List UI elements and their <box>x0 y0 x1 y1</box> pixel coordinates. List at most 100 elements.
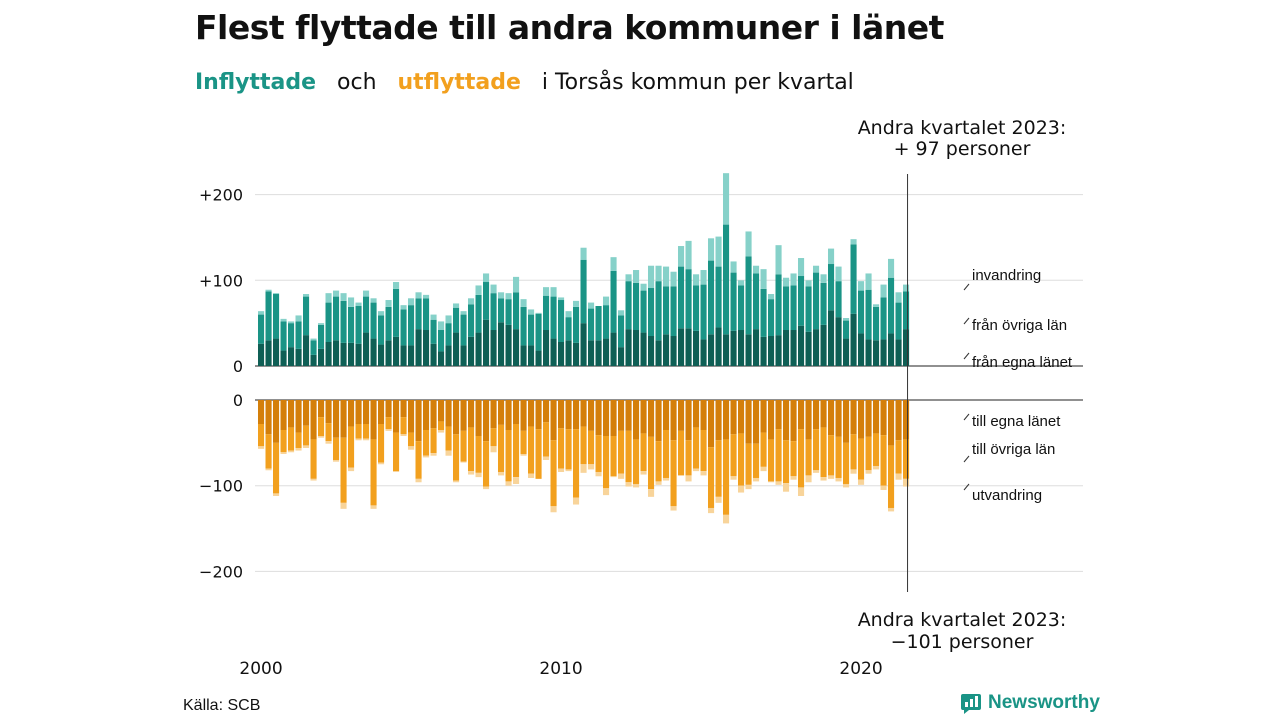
newsworthy-brand: Newsworthy <box>988 692 1100 713</box>
bar-out-2 <box>715 496 722 503</box>
bar-in-0 <box>550 338 557 366</box>
bar-in-1 <box>445 323 452 346</box>
bar-out-2 <box>610 476 617 478</box>
bar-out-0 <box>693 400 700 428</box>
bar-in-0 <box>873 340 880 366</box>
bar-out-0 <box>498 400 505 425</box>
bar-in-1 <box>610 270 617 333</box>
bar-in-0 <box>415 329 422 366</box>
bar-out-2 <box>640 471 647 475</box>
bar-in-2 <box>648 265 655 289</box>
series-leader-out <box>963 413 970 421</box>
bar-in-2 <box>430 314 437 320</box>
bar-out-2 <box>730 476 737 480</box>
bar-in-1 <box>790 285 797 331</box>
bar-out-2 <box>363 438 370 441</box>
bar-out-2 <box>550 506 557 513</box>
bar-out-0 <box>565 400 572 430</box>
bar-out-1 <box>595 435 602 472</box>
bar-out-1 <box>655 441 662 482</box>
bar-in-2 <box>505 293 512 300</box>
bar-in-2 <box>685 240 692 270</box>
bar-in-2 <box>445 315 452 324</box>
bar-in-1 <box>573 306 580 343</box>
bar-out-2 <box>348 467 355 472</box>
bar-in-1 <box>363 296 370 333</box>
bar-out-0 <box>430 400 437 429</box>
bar-out-2 <box>453 480 460 483</box>
bar-in-0 <box>370 338 377 366</box>
bar-in-0 <box>828 310 835 366</box>
bar-out-0 <box>265 400 272 435</box>
bar-in-1 <box>648 288 655 337</box>
bar-out-2 <box>798 487 805 496</box>
bar-in-1 <box>595 306 602 341</box>
bar-out-0 <box>880 400 887 436</box>
bar-in-2 <box>468 298 475 305</box>
newsworthy-logo: Newsworthy <box>960 692 1100 714</box>
bar-out-1 <box>783 440 790 484</box>
bar-out-1 <box>498 424 505 472</box>
bar-in-1 <box>355 306 362 344</box>
bar-out-0 <box>483 400 490 442</box>
bar-out-1 <box>408 432 415 447</box>
bar-in-0 <box>528 345 535 366</box>
bar-in-0 <box>753 329 760 366</box>
bar-out-2 <box>760 466 767 472</box>
bar-out-1 <box>423 429 430 456</box>
bar-in-2 <box>753 265 760 274</box>
bar-in-2 <box>438 321 445 331</box>
bar-out-0 <box>393 400 400 433</box>
bar-in-0 <box>820 324 827 366</box>
bar-in-0 <box>310 354 317 366</box>
bar-in-0 <box>445 345 452 366</box>
series-label-out-1: till övriga län <box>972 441 1055 458</box>
bar-in-2 <box>828 248 835 265</box>
bar-in-1 <box>340 300 347 343</box>
bar-in-1 <box>880 297 887 340</box>
bar-in-0 <box>265 340 272 366</box>
bar-in-0 <box>895 339 902 366</box>
bar-out-0 <box>280 400 287 430</box>
bar-out-1 <box>745 443 752 485</box>
bar-in-0 <box>835 317 842 366</box>
bar-in-2 <box>663 266 670 287</box>
bar-in-1 <box>370 302 377 339</box>
bar-out-1 <box>610 435 617 477</box>
bar-out-0 <box>580 400 587 427</box>
bar-out-0 <box>835 400 842 437</box>
bar-in-0 <box>715 327 722 366</box>
bar-in-1 <box>333 296 340 341</box>
bar-in-2 <box>453 303 460 308</box>
bar-in-2 <box>640 283 647 291</box>
bar-out-2 <box>888 507 895 512</box>
series-leader-in <box>963 283 970 291</box>
bar-out-1 <box>280 429 287 453</box>
bar-in-0 <box>558 342 565 366</box>
bar-in-0 <box>580 323 587 366</box>
bar-out-1 <box>858 438 865 480</box>
bar-out-2 <box>483 486 490 490</box>
bar-out-1 <box>513 423 520 478</box>
source-label: Källa: SCB <box>183 697 261 714</box>
bar-in-2 <box>843 318 850 321</box>
bar-in-2 <box>760 269 767 289</box>
bar-out-2 <box>805 475 812 483</box>
bar-in-0 <box>295 348 302 366</box>
bar-out-1 <box>775 429 782 482</box>
bar-out-0 <box>858 400 865 439</box>
bar-out-0 <box>648 400 655 437</box>
bar-out-2 <box>325 441 332 444</box>
subtitle-inflyttade: Inflyttade <box>195 70 317 95</box>
bar-out-2 <box>580 464 587 473</box>
bar-out-0 <box>310 400 317 440</box>
bar-out-2 <box>595 471 602 477</box>
bar-out-0 <box>850 400 857 435</box>
bar-in-0 <box>723 334 730 366</box>
series-label-out-2: utvandring <box>972 487 1042 504</box>
bar-in-1 <box>318 324 325 349</box>
bar-out-1 <box>798 429 805 488</box>
bar-out-2 <box>693 468 700 472</box>
bar-in-0 <box>565 340 572 366</box>
bar-out-2 <box>333 459 340 462</box>
